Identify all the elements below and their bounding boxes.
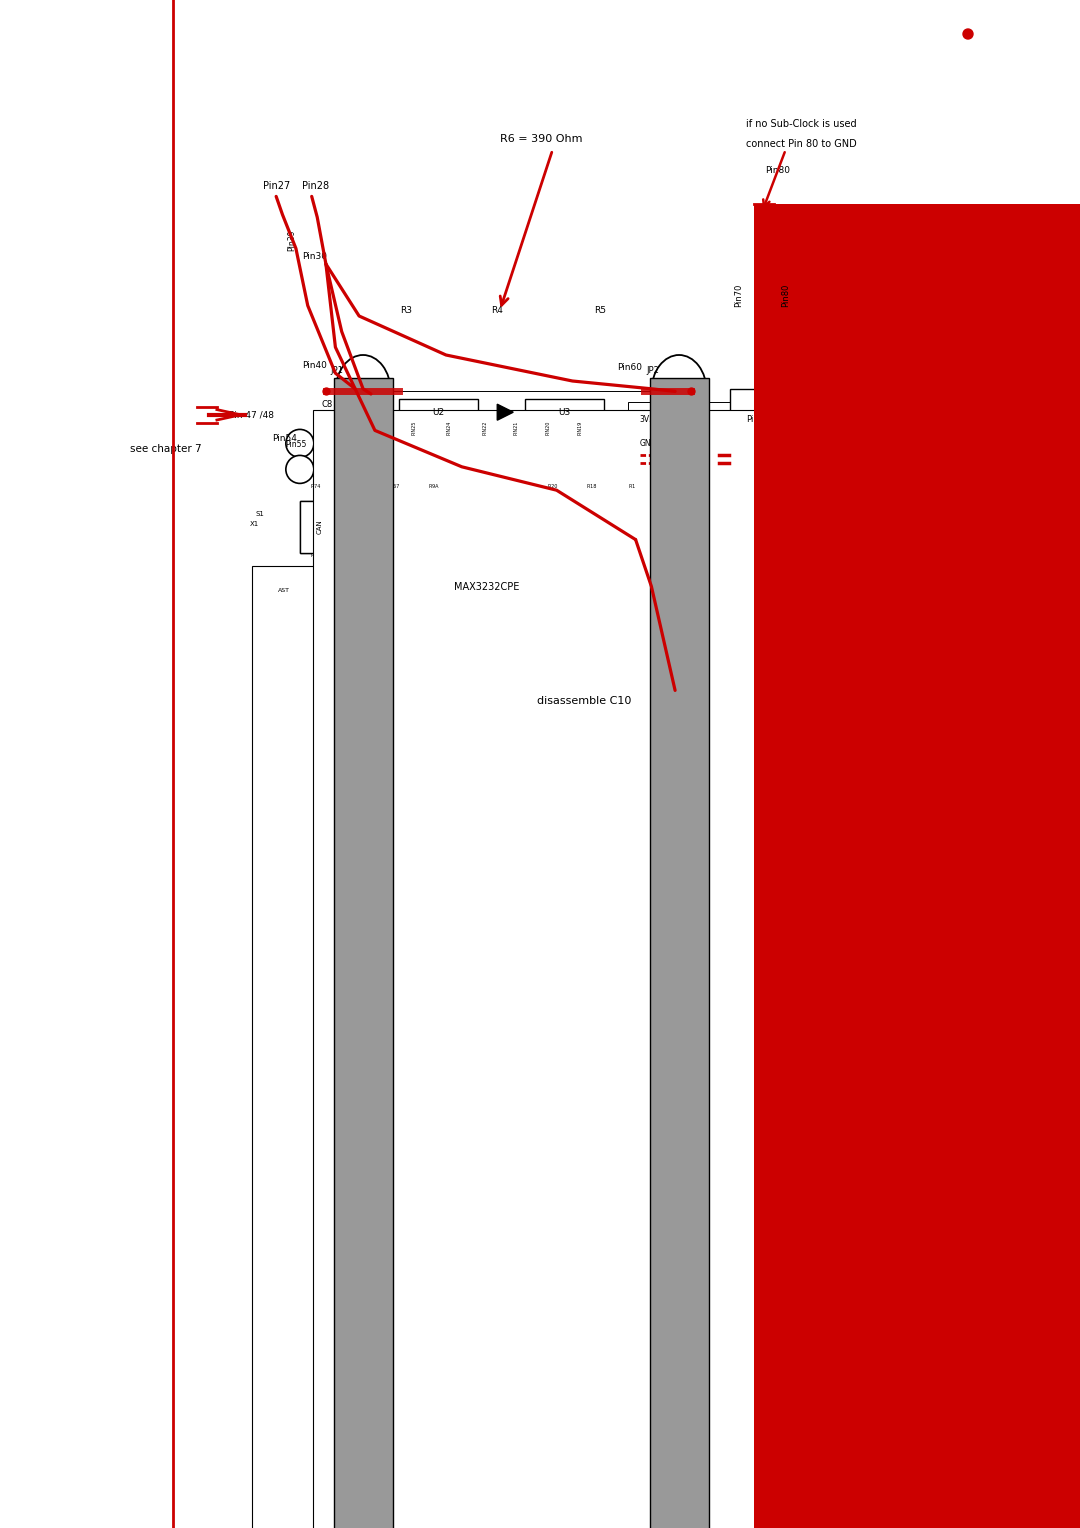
Bar bbox=[462, 344, 482, 361]
Text: Pin30: Pin30 bbox=[302, 252, 327, 261]
Circle shape bbox=[577, 587, 592, 602]
Text: R6 = 390 Ohm: R6 = 390 Ohm bbox=[500, 134, 582, 144]
Text: Pin40: Pin40 bbox=[302, 361, 327, 370]
Text: R5: R5 bbox=[594, 306, 606, 315]
Bar bbox=[370, 417, 393, 439]
Text: Pi18: Pi18 bbox=[586, 484, 597, 489]
Bar bbox=[730, 212, 774, 669]
Text: Pi1: Pi1 bbox=[629, 484, 635, 489]
Text: CAN: CAN bbox=[318, 501, 323, 515]
Text: Aug K: Aug K bbox=[489, 471, 501, 474]
Bar bbox=[332, 417, 353, 439]
Bar bbox=[402, 344, 421, 361]
Text: Pin 47 /48: Pin 47 /48 bbox=[229, 411, 273, 419]
Text: R4: R4 bbox=[491, 306, 503, 315]
Text: FU: FU bbox=[966, 40, 991, 57]
Bar bbox=[341, 344, 362, 361]
Text: - 13 -: - 13 - bbox=[525, 1471, 555, 1485]
Text: Pi74: Pi74 bbox=[342, 553, 352, 558]
Text: Pi74: Pi74 bbox=[310, 484, 321, 489]
Polygon shape bbox=[497, 405, 513, 420]
Text: AST: AST bbox=[278, 588, 291, 593]
Circle shape bbox=[963, 29, 973, 40]
Text: GND: GND bbox=[639, 439, 657, 448]
Bar bbox=[312, 344, 332, 361]
Text: Pi20: Pi20 bbox=[643, 553, 652, 558]
Text: U3: U3 bbox=[558, 408, 570, 417]
Text: © Fujitsu Microelectronics Europe GmbH: © Fujitsu Microelectronics Europe GmbH bbox=[75, 1471, 314, 1485]
Bar bbox=[300, 264, 699, 287]
Text: JITSU: JITSU bbox=[995, 40, 1049, 57]
Text: A  K: A K bbox=[523, 471, 530, 474]
Bar bbox=[300, 212, 699, 251]
Text: MAX3232CPE: MAX3232CPE bbox=[455, 582, 519, 593]
Text: Pin80: Pin80 bbox=[766, 167, 791, 174]
Circle shape bbox=[355, 587, 372, 602]
Text: HST: HST bbox=[685, 588, 698, 593]
Bar bbox=[537, 417, 559, 439]
Bar bbox=[438, 417, 460, 439]
Text: R2: R2 bbox=[698, 590, 707, 599]
Text: R3: R3 bbox=[401, 306, 413, 315]
Text: C7: C7 bbox=[340, 425, 345, 431]
Text: PIn39: PIn39 bbox=[287, 229, 296, 251]
Text: Pin28: Pin28 bbox=[302, 180, 329, 191]
Text: Pin54: Pin54 bbox=[272, 434, 297, 443]
Bar bbox=[241, 212, 268, 669]
Text: PIN19: PIN19 bbox=[577, 420, 582, 435]
Text: JP2: JP2 bbox=[647, 367, 660, 374]
Text: Chapter 5 Configuration of the Evaluation-Board: Chapter 5 Configuration of the Evaluatio… bbox=[405, 63, 675, 73]
Text: UG-900001-32: UG-900001-32 bbox=[919, 1471, 1005, 1485]
Text: if no Sub-Clock is used: if no Sub-Clock is used bbox=[746, 119, 856, 128]
Text: Pi67: Pi67 bbox=[390, 484, 400, 489]
Bar bbox=[596, 501, 651, 553]
Circle shape bbox=[325, 581, 353, 608]
Bar bbox=[399, 399, 477, 425]
Bar bbox=[525, 399, 604, 425]
Bar bbox=[568, 417, 591, 439]
Bar bbox=[642, 344, 662, 361]
Circle shape bbox=[554, 581, 582, 608]
Bar bbox=[334, 379, 393, 1528]
Text: Pin60: Pin60 bbox=[617, 364, 642, 373]
Bar bbox=[672, 344, 691, 361]
Bar bbox=[300, 339, 699, 365]
Text: X1: X1 bbox=[251, 521, 259, 527]
Bar bbox=[552, 344, 571, 361]
Text: X2: X2 bbox=[264, 630, 273, 636]
Bar bbox=[582, 344, 602, 361]
Text: VCC: VCC bbox=[667, 458, 685, 468]
Bar bbox=[491, 344, 512, 361]
Bar bbox=[300, 490, 699, 1528]
Bar bbox=[650, 379, 710, 1528]
Bar bbox=[432, 344, 451, 361]
Text: PIN25: PIN25 bbox=[411, 420, 416, 435]
Text: C8: C8 bbox=[322, 400, 333, 410]
Text: Aug K: Aug K bbox=[394, 471, 406, 474]
Text: JP1: JP1 bbox=[330, 367, 343, 374]
Text: U2: U2 bbox=[432, 408, 444, 417]
Text: GND: GND bbox=[667, 451, 687, 460]
Bar bbox=[474, 417, 496, 439]
Circle shape bbox=[256, 593, 296, 633]
Bar bbox=[241, 212, 778, 669]
Bar bbox=[300, 501, 1080, 553]
Text: connect Pin 80 to GND: connect Pin 80 to GND bbox=[746, 139, 856, 150]
Text: 3V3: 3V3 bbox=[639, 416, 654, 425]
Circle shape bbox=[286, 429, 314, 457]
Text: A_ K: A_ K bbox=[554, 471, 563, 474]
Circle shape bbox=[286, 455, 314, 483]
Circle shape bbox=[368, 581, 396, 608]
Text: PIN22: PIN22 bbox=[482, 420, 487, 435]
Circle shape bbox=[598, 581, 626, 608]
Bar bbox=[300, 501, 355, 553]
Text: see chapter 7: see chapter 7 bbox=[130, 443, 202, 454]
Bar bbox=[303, 301, 691, 321]
